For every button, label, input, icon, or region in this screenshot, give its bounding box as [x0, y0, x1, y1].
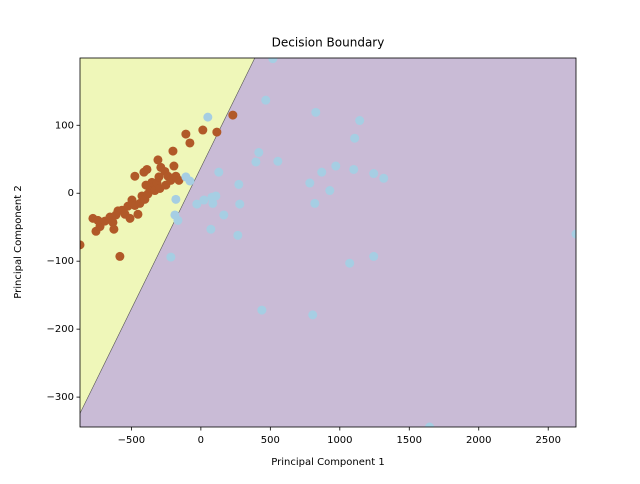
point: [80, 240, 85, 250]
point: [174, 175, 184, 185]
point: [109, 224, 119, 234]
point: [115, 251, 125, 261]
point: [571, 229, 576, 239]
point: [153, 155, 163, 165]
point: [108, 217, 118, 227]
point: [130, 171, 140, 181]
point: [199, 195, 209, 205]
y-tick-label: 100: [55, 120, 74, 131]
x-tick-label: 1500: [397, 435, 422, 446]
point: [349, 164, 359, 174]
point: [206, 224, 216, 234]
x-tick-label: 0: [198, 435, 204, 446]
point: [171, 194, 181, 204]
point: [141, 180, 151, 190]
point: [325, 186, 335, 196]
y-tick-label: 0: [68, 188, 74, 199]
x-tick-label: 2000: [466, 435, 491, 446]
point: [369, 169, 379, 179]
point: [379, 173, 389, 183]
point: [305, 178, 315, 188]
point: [355, 116, 365, 126]
point: [173, 215, 183, 225]
x-tick-label: 2500: [535, 435, 560, 446]
point: [310, 198, 320, 208]
point: [331, 161, 341, 171]
y-axis-label: Principal Component 2: [13, 185, 24, 298]
point: [212, 127, 222, 137]
point: [219, 210, 229, 220]
point: [308, 310, 318, 320]
point: [235, 199, 245, 209]
point: [350, 133, 360, 143]
axes-frame: [79, 57, 577, 428]
point: [254, 147, 264, 157]
point: [369, 251, 379, 261]
y-tick-label: −300: [47, 392, 74, 403]
point: [228, 110, 238, 120]
y-tick-label: −100: [47, 256, 74, 267]
point: [161, 180, 171, 190]
point: [273, 156, 283, 166]
point: [208, 198, 218, 208]
point: [425, 422, 435, 427]
point: [93, 215, 103, 225]
point: [234, 179, 244, 189]
point: [166, 252, 176, 262]
point: [233, 230, 243, 240]
point: [185, 138, 195, 148]
y-tick-label: −200: [47, 324, 74, 335]
x-tick-label: 1000: [327, 435, 352, 446]
point: [181, 129, 191, 139]
point: [185, 176, 195, 186]
point: [345, 258, 355, 268]
point: [192, 199, 202, 209]
point: [203, 112, 213, 122]
x-axis-label: Principal Component 1: [271, 457, 384, 468]
point: [169, 161, 179, 171]
point: [139, 167, 149, 177]
point: [251, 157, 261, 167]
point: [261, 95, 271, 105]
x-tick-label: −500: [118, 435, 145, 446]
point: [257, 305, 267, 315]
point: [268, 58, 278, 64]
point: [198, 125, 208, 135]
point: [133, 209, 143, 219]
point: [214, 167, 224, 177]
chart-title: Decision Boundary: [272, 36, 385, 50]
point: [125, 213, 135, 223]
decision-boundary: [79, 57, 256, 414]
point: [154, 172, 164, 182]
point: [211, 191, 221, 201]
point: [317, 167, 327, 177]
point: [311, 107, 321, 117]
point: [168, 146, 178, 156]
x-tick-label: 500: [261, 435, 280, 446]
